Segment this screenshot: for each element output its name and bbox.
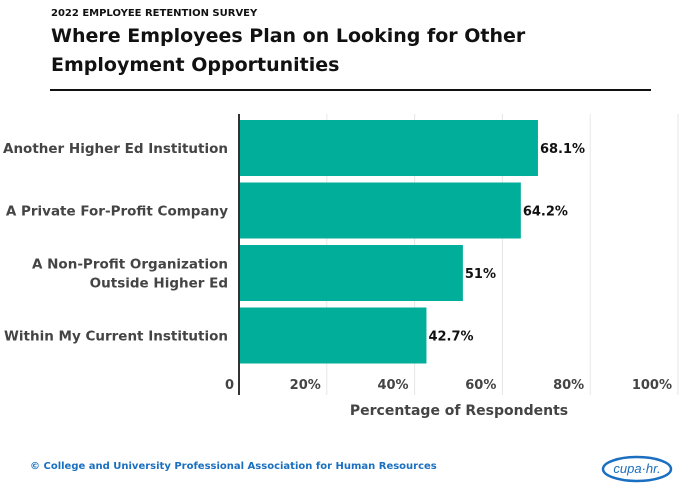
category-label: A Non-Profit Organization: [32, 257, 228, 273]
category-label: Another Higher Ed Institution: [3, 141, 228, 157]
bar: [239, 120, 538, 176]
category-label: A Private For-Profit Company: [6, 204, 228, 220]
svg-text:cupa·hr.: cupa·hr.: [613, 461, 660, 476]
bar-value-label: 42.7%: [428, 330, 473, 345]
x-tick-label: 20%: [290, 378, 321, 393]
x-tick-label: 40%: [377, 378, 408, 393]
x-tick-label: 80%: [553, 378, 584, 393]
bar-chart: 0 20% 40% 60% 80% 100% 68.1% Another Higher Ed …: [3, 114, 679, 419]
bar: [239, 182, 521, 239]
x-tick-label: 100%: [632, 378, 672, 393]
title-divider: [50, 89, 651, 91]
copyright-footer: © College and University Professional As…: [30, 461, 437, 472]
cupa-hr-logo: cupa·hr.: [601, 455, 673, 483]
x-tick-label: 0: [225, 378, 234, 393]
category-label: Outside Higher Ed: [90, 276, 228, 292]
bar-value-label: 51%: [465, 267, 496, 282]
x-tick-label: 60%: [465, 378, 496, 393]
category-label: Within My Current Institution: [4, 329, 228, 345]
bar: [239, 307, 427, 364]
bar: [239, 245, 463, 301]
x-axis-title: Percentage of Respondents: [350, 403, 568, 419]
survey-kicker: 2022 EMPLOYEE RETENTION SURVEY: [51, 8, 258, 19]
chart-title: Where Employees Plan on Looking for Othe…: [51, 25, 526, 76]
bar-value-label: 68.1%: [540, 142, 585, 157]
bar-value-label: 64.2%: [523, 205, 568, 220]
